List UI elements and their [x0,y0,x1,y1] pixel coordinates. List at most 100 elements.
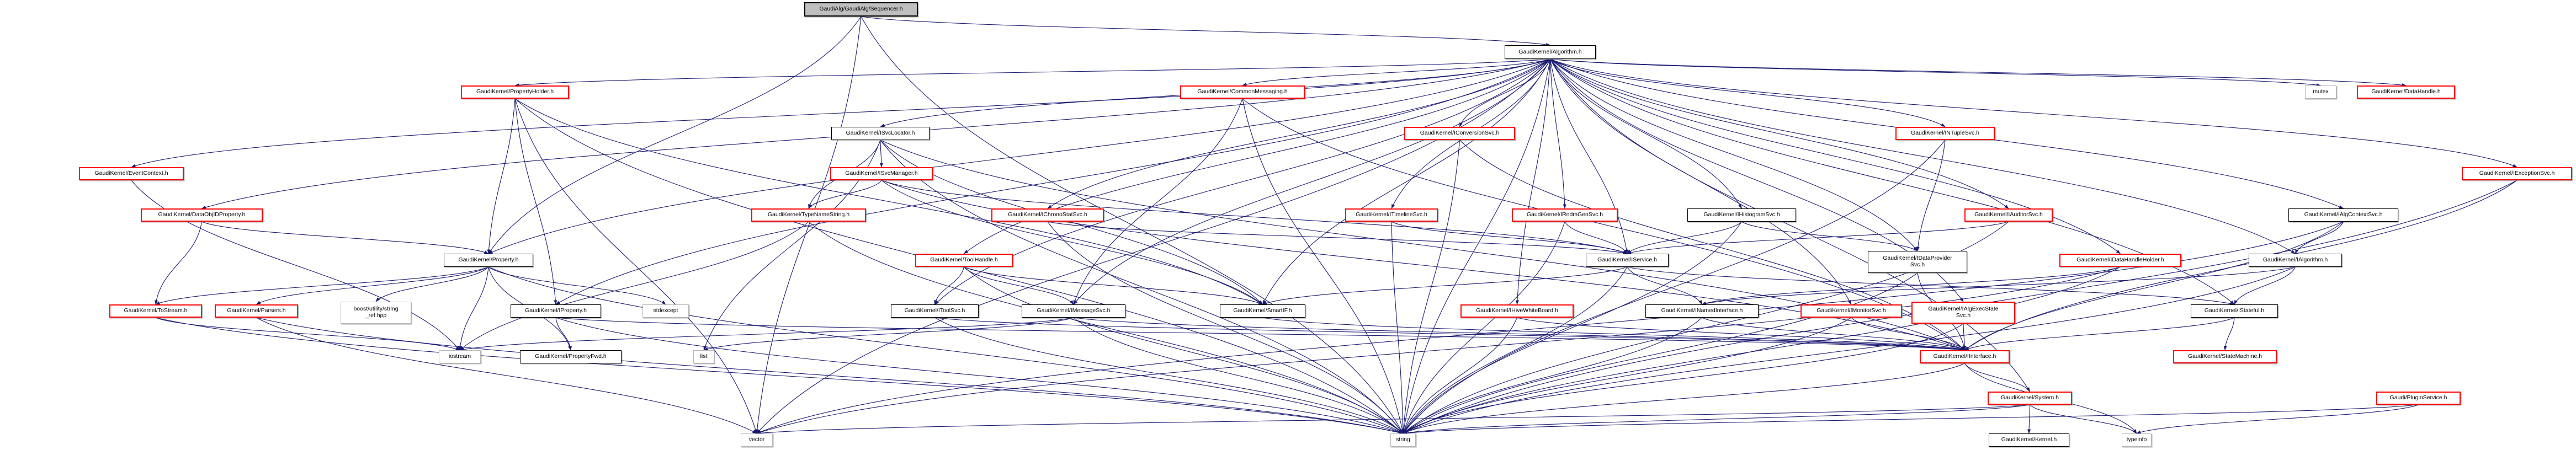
include-edge [1550,58,2296,254]
include-edge [1403,363,1965,434]
include-edge [155,317,460,351]
graph-node-toolhandle[interactable]: GaudiKernel/ToolHandle.h [915,254,1013,267]
include-edge [256,317,757,434]
graph-node-iexception[interactable]: GaudiKernel/IExceptionSvc.h [2462,167,2572,180]
graph-node-system[interactable]: GaudiKernel/System.h [1988,392,2072,405]
include-edge [2136,404,2419,434]
include-edge [256,317,1404,435]
graph-node-iservice[interactable]: GaudiKernel/IService.h [1586,254,1669,267]
include-edge [155,221,203,305]
include-edge [1403,266,1628,434]
include-edge [1916,140,1946,251]
include-edge [808,221,1404,434]
graph-node-data_handle[interactable]: GaudiKernel/DataHandle.h [2357,85,2455,99]
include-edge [1702,266,2121,305]
include-edge [488,266,666,305]
graph-node-typeinfo[interactable]: typeinfo [2122,433,2152,447]
include-edge [1964,180,2517,351]
graph-node-isvclocator[interactable]: GaudiKernel/ISvcLocator.h [831,127,930,140]
graph-node-ihivewhiteboard[interactable]: GaudiKernel/IHiveWhiteBoard.h [1460,304,1574,318]
graph-node-statemachine[interactable]: GaudiKernel/StateMachine.h [2173,350,2277,363]
include-edge [934,317,1404,434]
include-edge [1391,221,1405,434]
include-edge [1550,58,1918,251]
include-edge [756,266,2121,434]
graph-node-ialgorithm[interactable]: GaudiKernel/IAlgorithm.h [2249,254,2342,267]
include-edge [1564,221,1628,254]
include-edge [1459,140,1965,351]
include-edge [1627,266,2235,306]
graph-node-boost_string_ref[interactable]: boost/utility/string _ref.hpp [341,302,411,324]
include-edge [1964,317,2235,351]
include-edge [1242,58,1550,86]
graph-node-sequencer[interactable]: GaudiAlg/GaudiAlg/Sequencer.h [804,2,918,17]
include-edge [1403,140,1946,434]
include-edge [1262,266,1628,305]
graph-node-stdexcept[interactable]: stdexcept [642,304,689,318]
graph-node-iauditor[interactable]: GaudiKernel/IAuditorSvc.h [1964,208,2053,222]
graph-node-tostream[interactable]: GaudiKernel/ToStream.h [109,304,202,318]
graph-node-iproperty[interactable]: GaudiKernel/IProperty.h [511,304,601,318]
include-edge [880,140,1263,305]
graph-node-idatahandleholder[interactable]: GaudiKernel/IDataHandleHolder.h [2059,254,2181,267]
include-edge [1851,317,1965,351]
graph-node-imonitorsvc[interactable]: GaudiKernel/IMonitorSvc.h [1800,304,1902,318]
include-edge [1073,98,1243,305]
graph-node-parsers[interactable]: GaudiKernel/Parsers.h [215,304,298,318]
include-edge [514,58,1550,87]
graph-node-idataprovider[interactable]: GaudiKernel/IDataProvider Svc.h [1868,251,1967,273]
include-edge [1517,317,1965,351]
graph-node-ihistogram[interactable]: GaudiKernel/IHistogramSvc.h [1687,208,1796,222]
include-edge [375,266,489,302]
graph-node-iinterface[interactable]: GaudiKernel/IInterface.h [1920,350,2010,363]
include-edge [1964,363,2030,392]
include-edge [964,266,1263,305]
graph-node-algorithm[interactable]: GaudiKernel/Algorithm.h [1505,45,1596,59]
include-edge [881,180,1628,254]
graph-node-vector[interactable]: vector [741,433,773,447]
graph-node-isvcmanager[interactable]: GaudiKernel/ISvcManager.h [830,167,933,180]
graph-node-smartif[interactable]: GaudiKernel/SmartIF.h [1220,304,1305,318]
graph-node-event_context[interactable]: GaudiKernel/EventContext.h [79,167,184,180]
include-edge [1403,404,2030,435]
include-edge [555,317,572,351]
include-edge [488,266,1404,434]
graph-node-common_messaging[interactable]: GaudiKernel/CommonMessaging.h [1180,85,1305,99]
graph-node-property[interactable]: GaudiKernel/Property.h [444,254,533,267]
include-edge [459,317,1074,351]
graph-node-intuple[interactable]: GaudiKernel/INTupleSvc.h [1895,127,1995,140]
graph-node-ialgexecstate[interactable]: GaudiKernel/IAlgExecState Svc.h [1911,302,2015,324]
graph-node-typename_string[interactable]: GaudiKernel/TypeNameString.h [751,208,866,222]
include-edge [1550,58,2407,87]
graph-node-list[interactable]: list [693,350,714,363]
include-edge [1550,58,2030,392]
graph-node-irndmgen[interactable]: GaudiKernel/IRndmGenSvc.h [1512,208,1618,222]
include-edge [880,140,1404,434]
include-edge [1550,58,2121,254]
include-edge [1550,58,1946,127]
graph-node-istateful[interactable]: GaudiKernel/IStateful.h [2191,304,2278,318]
graph-node-iconversion[interactable]: GaudiKernel/IConversionSvc.h [1404,127,1515,140]
graph-node-iostream[interactable]: iostream [439,350,481,363]
graph-node-itoolsvc[interactable]: GaudiKernel/IToolSvc.h [891,304,979,318]
graph-node-itimeline[interactable]: GaudiKernel/ITimelineSvc.h [1345,208,1438,222]
graph-node-dataobjid[interactable]: GaudiKernel/DataObjIDProperty.h [141,208,263,222]
graph-node-imessagesvc[interactable]: GaudiKernel/IMessageSvc.h [1022,304,1125,318]
include-edge [131,58,1550,168]
include-edge [2223,317,2235,351]
include-edge [2234,266,2296,305]
graph-node-kernel[interactable]: GaudiKernel/Kernel.h [1989,433,2069,447]
include-edge [1073,317,1965,351]
include-edge [1403,272,1918,434]
graph-node-pluginservice[interactable]: Gaudi/PluginService.h [2376,392,2461,405]
graph-node-ialgcontext[interactable]: GaudiKernel/IAlgContextSvc.h [2288,208,2398,222]
include-edge [1550,58,2009,209]
graph-node-string[interactable]: string [1390,433,1416,447]
graph-node-inamedinterface[interactable]: GaudiKernel/INamedInterface.h [1645,304,1759,318]
graph-node-mutex[interactable]: mutex [2305,85,2336,99]
include-edge [934,317,1965,352]
graph-node-property_holder[interactable]: GaudiKernel/PropertyHolder.h [461,85,569,99]
graph-node-ichronostat[interactable]: GaudiKernel/IChronoStatSvc.h [991,208,1104,222]
graph-node-propertyfwd[interactable]: GaudiKernel/PropertyFwd.h [520,350,622,363]
include-edge [555,317,1404,434]
